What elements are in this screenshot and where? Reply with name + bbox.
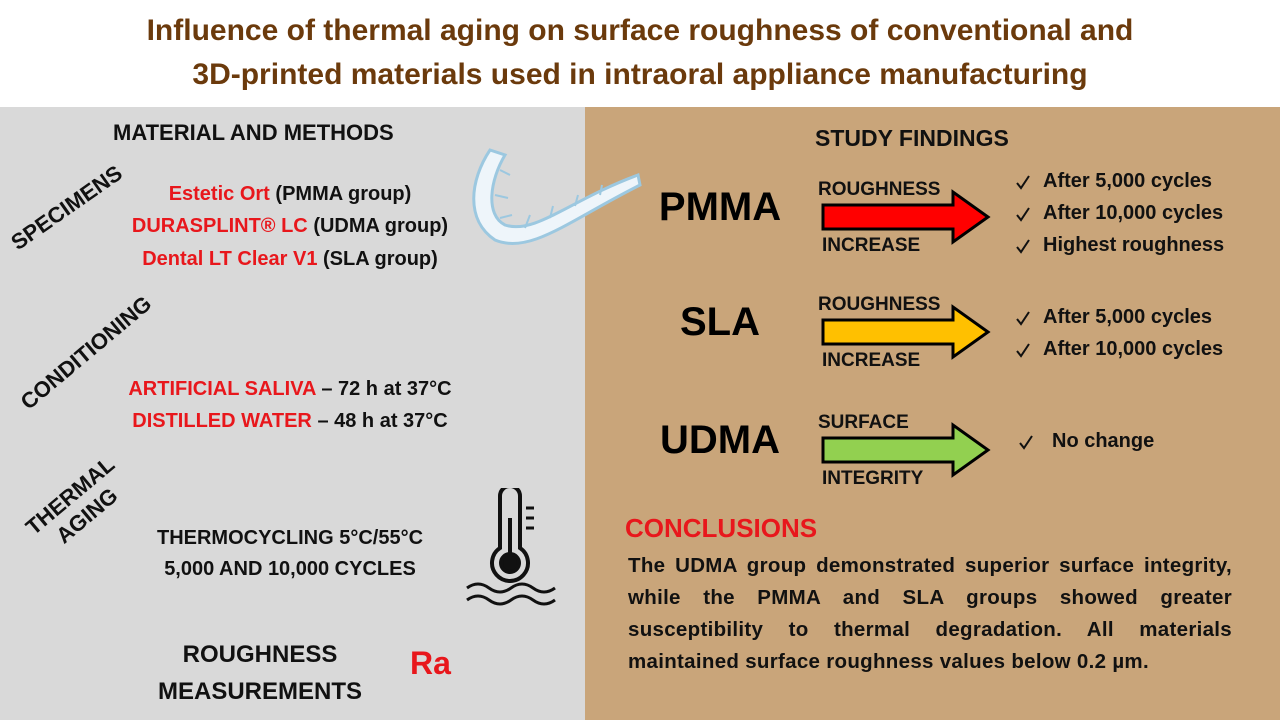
specimen-group: (PMMA group) [275,183,412,205]
finding-item: No change [1018,430,1154,453]
finding-item: After 5,000 cycles [1015,306,1212,329]
specimen-name: DURASPLINT® LC [131,215,308,237]
check-icon [1016,342,1030,358]
arrow-label: INCREASE [822,235,921,256]
finding-item: After 10,000 cycles [1015,202,1223,225]
aligner-icon [472,148,642,246]
item-text: After 5,000 cycles [1043,170,1213,192]
arrow-label: ROUGHNESS [818,179,941,200]
arrow-label: INTEGRITY [822,468,924,489]
item-text: After 5,000 cycles [1043,306,1213,328]
arrow-shape [821,304,991,360]
condition-detail: – 48 h at 37°C [317,410,448,432]
item-text: After 10,000 cycles [1043,338,1224,360]
item-text: After 10,000 cycles [1043,202,1224,224]
conclusions-heading: CONCLUSIONS [625,513,818,543]
group-name: PMMA [658,185,782,229]
check-icon [1016,174,1030,190]
title-line: Influence of thermal aging on surface ro… [146,14,1134,47]
specimen-group: (SLA group) [323,248,438,270]
group-name: UDMA [660,418,780,462]
arrow-label: INCREASE [822,350,921,371]
item-text: Highest roughness [1043,234,1225,256]
label-line: ROUGHNESS [182,641,338,668]
condition-name: DISTILLED WATER [132,410,312,432]
roughness-label: ROUGHNESS MEASUREMENTS [130,636,390,710]
group-name: SLA [680,300,760,344]
specimen: DURASPLINT® LC (UDMA group) [100,215,480,238]
check-icon [1016,206,1030,222]
condition-detail: – 72 h at 37°C [321,378,452,400]
check-icon [1016,238,1030,254]
finding-item: After 5,000 cycles [1015,170,1212,193]
arrow-label: SURFACE [818,412,909,433]
thermometer-icon [466,488,556,606]
finding-item: After 10,000 cycles [1015,338,1223,361]
item-text: No change [1052,430,1155,452]
thermal-line: THERMOCYCLING 5°C/55°C [156,527,424,549]
specimen-name: Dental LT Clear V1 [142,248,318,270]
condition: ARTIFICIAL SALIVA – 72 h at 37°C [90,378,490,401]
specimen: Estetic Ort (PMMA group) [100,183,480,206]
condition-name: ARTIFICIAL SALIVA [128,378,316,400]
title-line: 3D-printed materials used in intraoral a… [192,58,1088,91]
check-icon [1016,310,1030,326]
thermal-line: 5,000 AND 10,000 CYCLES [164,558,416,580]
finding-item: Highest roughness [1015,234,1224,257]
arrow [821,304,991,360]
arrow [821,422,991,478]
specimen: Dental LT Clear V1 (SLA group) [100,248,480,271]
findings-heading: STUDY FINDINGS [815,125,1009,151]
arrow-shape [821,422,991,478]
check-icon [1019,434,1033,450]
arrow-label: ROUGHNESS [818,294,941,315]
roughness-symbol: Ra [410,645,451,681]
label-line: MEASUREMENTS [157,678,362,705]
arrow-shape [821,189,991,245]
specimen-name: Estetic Ort [168,183,270,205]
arrow [821,189,991,245]
conclusions-text: The UDMA group demonstrated superior sur… [628,554,1232,673]
methods-heading: MATERIAL AND METHODS [113,120,394,145]
specimen-group: (UDMA group) [313,215,449,237]
condition: DISTILLED WATER – 48 h at 37°C [90,410,490,433]
